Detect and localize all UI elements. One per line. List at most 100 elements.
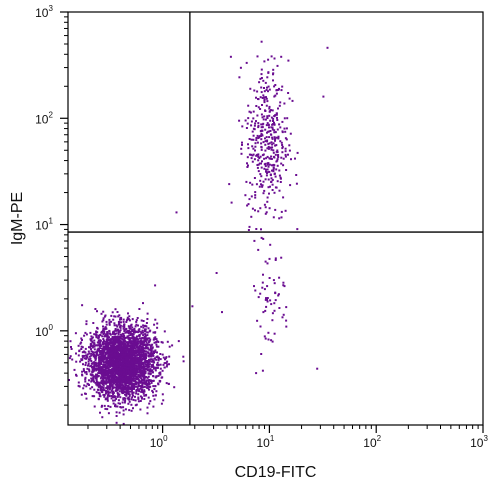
data-point (258, 162, 261, 165)
data-point (90, 339, 93, 342)
data-point (114, 357, 117, 360)
data-point (85, 320, 88, 323)
data-point (132, 378, 135, 381)
x-tick-label: 101 (257, 434, 275, 450)
data-point (265, 297, 267, 300)
data-point (123, 373, 126, 376)
data-point (135, 377, 137, 380)
data-point (132, 384, 135, 387)
data-point (141, 354, 144, 357)
data-point (221, 311, 223, 314)
data-point (103, 347, 106, 350)
data-point (282, 164, 285, 167)
data-point (136, 340, 139, 343)
data-point (274, 114, 277, 117)
data-point (131, 393, 134, 396)
data-point (168, 363, 170, 366)
data-point (270, 109, 272, 112)
data-point (95, 367, 98, 370)
data-point (274, 257, 277, 260)
data-point (73, 368, 76, 371)
data-point (230, 201, 233, 204)
data-point (134, 368, 137, 371)
data-point (284, 153, 287, 156)
data-point (137, 375, 140, 378)
data-point (141, 345, 143, 348)
data-point (106, 376, 109, 379)
data-point (152, 365, 155, 368)
data-point (115, 367, 118, 369)
data-point (116, 349, 118, 352)
data-point (119, 329, 122, 332)
data-point (139, 408, 142, 411)
data-point (130, 369, 133, 371)
data-point (99, 381, 102, 384)
data-point (128, 395, 131, 398)
data-point (135, 330, 138, 333)
data-point (281, 144, 284, 146)
data-point (276, 149, 279, 152)
data-point (260, 134, 263, 137)
data-point (109, 356, 112, 358)
data-point (271, 137, 274, 140)
data-point (278, 276, 281, 279)
data-point (263, 96, 266, 99)
data-point (112, 399, 115, 402)
data-point (146, 369, 149, 372)
data-point (114, 348, 117, 351)
data-point (268, 163, 271, 166)
data-point (113, 340, 115, 343)
data-point (111, 388, 114, 391)
data-point (116, 405, 119, 408)
data-point (261, 185, 264, 188)
data-point (99, 349, 102, 352)
data-point (138, 308, 141, 310)
data-point (122, 353, 125, 356)
data-point (81, 354, 84, 357)
data-point (81, 346, 84, 349)
data-point (101, 335, 104, 338)
data-point (106, 408, 109, 411)
data-point (113, 335, 116, 338)
data-point (154, 284, 157, 287)
data-point (106, 386, 109, 389)
data-point (261, 134, 264, 137)
data-point (102, 329, 105, 332)
data-point (127, 365, 130, 368)
data-point (103, 370, 106, 373)
data-point (260, 166, 263, 169)
data-point (161, 353, 164, 356)
data-point (110, 314, 113, 317)
data-point (136, 370, 139, 372)
data-point (104, 335, 106, 338)
data-point (91, 366, 93, 369)
data-point (268, 107, 271, 110)
data-point (137, 396, 140, 399)
data-point (282, 284, 285, 287)
data-point (247, 143, 249, 146)
data-point (120, 347, 123, 350)
data-point (103, 342, 106, 345)
data-point (123, 388, 126, 390)
data-point (84, 351, 87, 354)
data-point (262, 311, 265, 314)
data-point (282, 281, 285, 284)
data-point (280, 162, 283, 165)
data-point (69, 340, 72, 343)
data-point (134, 347, 137, 350)
data-point (126, 364, 129, 367)
data-point (93, 405, 96, 408)
data-point (239, 66, 242, 69)
data-point (260, 91, 263, 94)
data-point (108, 322, 111, 325)
data-point (117, 352, 120, 355)
data-point (279, 181, 282, 183)
data-point (255, 120, 257, 123)
data-point (284, 147, 287, 150)
data-point (98, 392, 101, 395)
data-point (91, 370, 94, 373)
data-point (273, 136, 276, 139)
data-point (263, 288, 266, 291)
data-point (146, 318, 149, 320)
data-point (274, 139, 276, 142)
